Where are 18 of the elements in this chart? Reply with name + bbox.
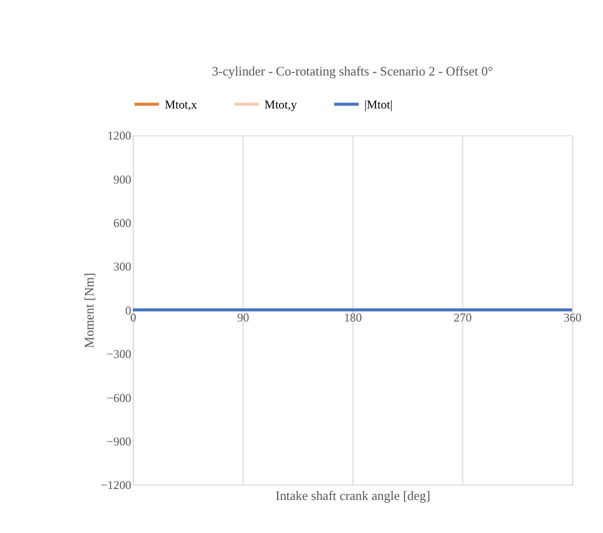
y-tick-label: 900 <box>113 172 132 186</box>
chart-title: 3-cylinder - Co-rotating shafts - Scenario 2 - Offset 0° <box>212 63 494 78</box>
legend-label: Mtot,x <box>164 97 197 112</box>
y-tick-label: −600 <box>106 390 132 405</box>
y-axis-title: Moment [Nm] <box>82 272 97 348</box>
x-tick-label: 90 <box>237 310 250 324</box>
legend-label: |Mtot| <box>364 97 392 112</box>
y-tick-label: 300 <box>113 260 132 274</box>
legend-label: Mtot,y <box>264 97 297 112</box>
y-tick-label: −300 <box>106 347 132 362</box>
x-axis-title: Intake shaft crank angle [deg] <box>276 488 430 504</box>
y-tick-label: 600 <box>113 216 132 230</box>
y-tick-label: −1200 <box>100 478 132 492</box>
x-tick-label: 270 <box>454 310 472 324</box>
y-tick-label: 1200 <box>107 128 132 143</box>
y-tick-label: −900 <box>106 434 132 448</box>
x-tick-label: 180 <box>344 310 362 324</box>
x-tick-label: 360 <box>564 310 582 324</box>
